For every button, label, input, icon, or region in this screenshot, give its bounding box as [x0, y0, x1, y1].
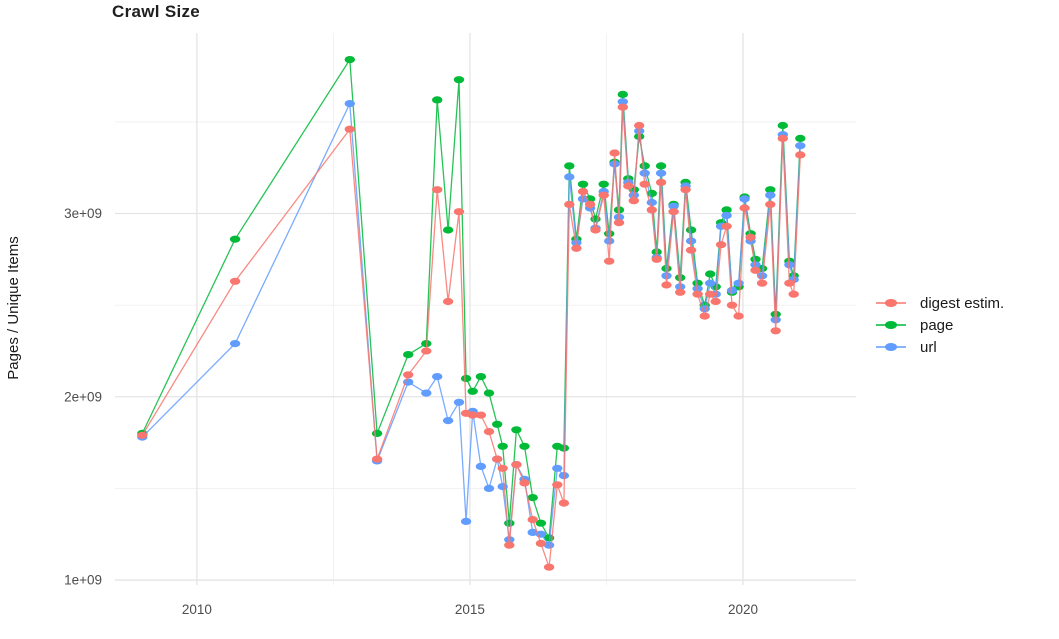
- legend-label-url: url: [920, 338, 937, 356]
- series-digest-estim: [137, 103, 806, 571]
- y-axis-title: Pages / Unique Items: [5, 236, 22, 379]
- legend-item-page: page: [876, 314, 1004, 336]
- legend-key-url-icon: [876, 340, 906, 354]
- legend-label-digest: digest estim.: [920, 294, 1005, 312]
- legend-label-page: page: [920, 316, 954, 334]
- legend: digest estim. page url: [876, 292, 1004, 358]
- gridlines-major: [115, 33, 856, 585]
- series-url: [137, 98, 806, 549]
- svg-text:1e+09: 1e+09: [64, 573, 102, 588]
- series-url-line: [141, 101, 801, 547]
- series-page: [137, 56, 806, 542]
- series-digest-estim-line: [141, 107, 801, 568]
- series-url-points: [137, 98, 806, 549]
- legend-item-url: url: [876, 336, 1004, 358]
- svg-text:2015: 2015: [455, 602, 485, 617]
- legend-item-digest-estim: digest estim.: [876, 292, 1004, 314]
- y-axis-tick-labels: 1e+09 2e+09 3e+09: [64, 206, 102, 588]
- svg-text:3e+09: 3e+09: [64, 206, 102, 221]
- series-digest-estim-points: [137, 103, 806, 571]
- x-axis-tick-labels: 2010 2015 2020: [182, 602, 758, 617]
- svg-text:2010: 2010: [182, 602, 212, 617]
- legend-key-page-icon: [876, 318, 906, 332]
- svg-text:2e+09: 2e+09: [64, 389, 102, 404]
- gridlines-minor: [115, 33, 856, 585]
- legend-key-digest-icon: [876, 296, 906, 310]
- chart-title: Crawl Size: [112, 2, 201, 21]
- svg-text:2020: 2020: [728, 602, 758, 617]
